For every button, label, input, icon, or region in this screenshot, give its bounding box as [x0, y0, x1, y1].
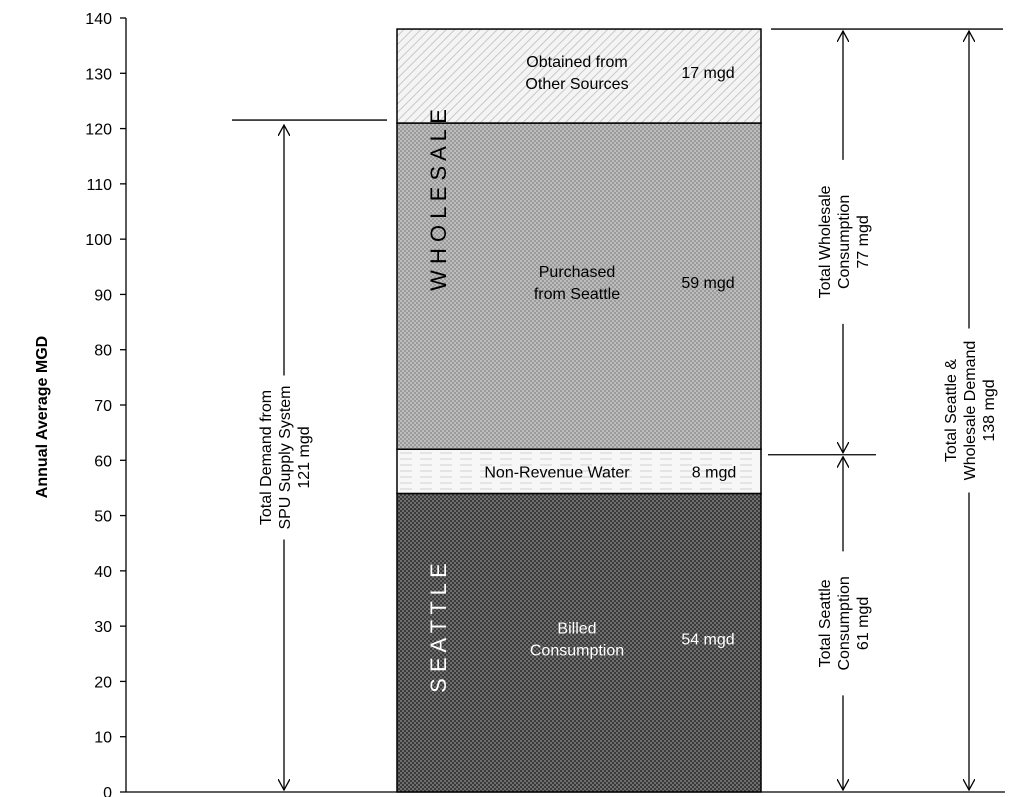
segment-label-purchased: from Seattle: [534, 286, 620, 303]
bar-segment-other-sources: [396, 28, 762, 124]
segment-value-purchased: 59 mgd: [681, 275, 734, 292]
segment-value-other-sources: 17 mgd: [681, 65, 734, 82]
bracket-label-seattle-consumption: Consumption: [836, 576, 853, 670]
y-axis: 0 10 20 30 40 50 60 70 80 90 100 110 120 130 140: [85, 11, 1005, 797]
y-tick-label: 40: [94, 564, 112, 581]
bracket-label-spu-demand: Total Demand from: [258, 390, 275, 525]
bracket-label-wholesale-consumption: 77 mgd: [855, 215, 872, 268]
segment-label-billed: Consumption: [530, 643, 624, 660]
y-tick-label: 20: [94, 674, 112, 691]
bracket-label-wholesale-consumption: Total Wholesale: [817, 185, 834, 298]
segment-label-non-revenue: Non-Revenue Water: [484, 464, 630, 481]
y-axis-label: Annual Average MGD: [34, 336, 51, 498]
y-tick-label: 110: [86, 177, 112, 194]
y-tick-label: 0: [103, 785, 112, 797]
bar-segment-non-revenue: [396, 448, 762, 495]
y-tick-label: 120: [85, 122, 112, 139]
group-label-seattle: S E A T T L E: [426, 563, 451, 693]
y-tick-label: 80: [94, 343, 112, 360]
bracket-label-seattle-wholesale-demand: 138 mgd: [981, 379, 998, 441]
brackets: Total Demand from SPU Supply System 121 mg…: [232, 28, 1003, 790]
y-tick-label: 70: [94, 398, 112, 415]
bracket-label-seattle-consumption: Total Seattle: [817, 579, 834, 667]
segment-label-other-sources: Obtained from: [526, 54, 627, 71]
bracket-label-seattle-wholesale-demand: Wholesale Demand: [962, 341, 979, 481]
segment-label-other-sources: Other Sources: [525, 76, 628, 93]
y-tick-label: 10: [94, 730, 112, 747]
y-tick-label: 90: [94, 287, 112, 304]
segment-label-purchased: Purchased: [539, 264, 616, 281]
segment-value-billed: 54 mgd: [681, 632, 734, 649]
y-tick-label: 50: [94, 509, 112, 526]
segment-label-billed: Billed: [557, 621, 596, 638]
y-tick-label: 140: [85, 11, 112, 28]
group-labels: W H O L E S A L E S E A T T L E: [426, 109, 451, 693]
bracket-label-wholesale-consumption: Consumption: [836, 195, 853, 289]
bar-segment-purchased: [396, 122, 762, 450]
y-tick-label: 100: [85, 232, 112, 249]
bracket-label-seattle-consumption: 61 mgd: [855, 597, 872, 650]
segment-value-non-revenue: 8 mgd: [692, 464, 736, 481]
bracket-label-seattle-wholesale-demand: Total Seattle &: [943, 359, 960, 463]
group-label-wholesale: W H O L E S A L E: [426, 109, 451, 291]
bar-segment-billed: [396, 492, 762, 793]
bracket-label-spu-demand: 121 mgd: [296, 426, 313, 488]
stacked-bar: Billed Consumption 54 mgd Non-Revenue Water…: [396, 28, 762, 793]
y-axis-title: Annual Average MGD: [34, 336, 51, 498]
bracket-label-spu-demand: SPU Supply System: [277, 385, 294, 529]
y-tick-label: 30: [94, 619, 112, 636]
y-tick-label: 60: [94, 453, 112, 470]
y-tick-label: 130: [85, 66, 112, 83]
